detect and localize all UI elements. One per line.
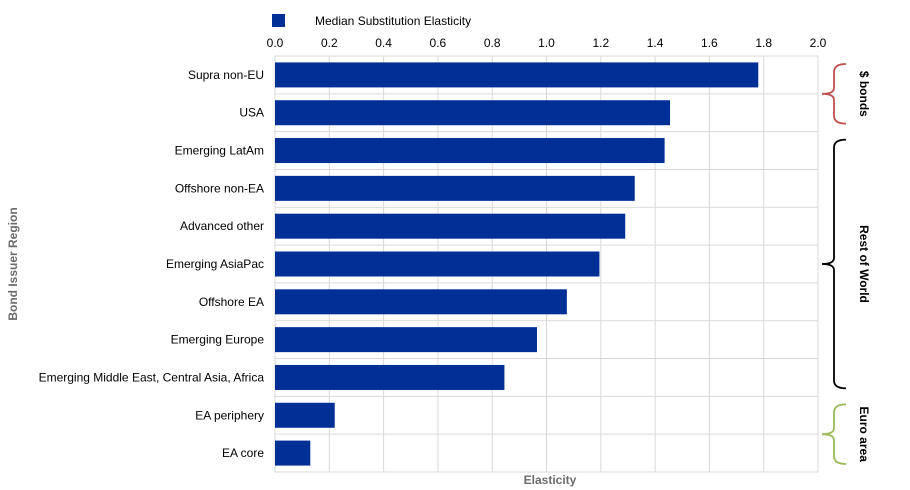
bar — [275, 364, 505, 390]
bar — [275, 62, 759, 88]
x-tick-label: 2.0 — [810, 36, 827, 50]
category-label: Offshore EA — [199, 295, 264, 309]
x-tick-label: 0.4 — [375, 36, 392, 50]
category-label: Offshore non-EA — [175, 181, 264, 195]
x-tick-label: 0.8 — [484, 36, 501, 50]
category-label: Advanced other — [180, 219, 264, 233]
category-labels: Supra non-EU USA Emerging LatAm Offshore no… — [39, 68, 265, 460]
group-label: $ bonds — [857, 71, 871, 117]
gridlines — [274, 55, 819, 473]
x-axis-title: Elasticity — [524, 473, 577, 487]
x-tick-label: 1.0 — [538, 36, 555, 50]
bar — [275, 289, 567, 315]
legend-swatch — [272, 14, 285, 27]
bar — [275, 327, 537, 353]
x-tick-label: 0.2 — [321, 36, 338, 50]
group-label: Rest of World — [857, 225, 871, 303]
category-label: Supra non-EU — [188, 68, 264, 82]
bar — [275, 402, 335, 428]
category-label: EA core — [222, 446, 264, 460]
x-tick-label: 0.6 — [430, 36, 447, 50]
category-label: Emerging Middle East, Central Asia, Afri… — [39, 370, 265, 384]
category-label: Emerging Europe — [171, 333, 265, 347]
x-tick-label: 1.8 — [755, 36, 772, 50]
x-tick-label: 1.6 — [701, 36, 718, 50]
region-group-brackets: $ bonds Rest of World Euro area — [821, 63, 871, 465]
bar — [275, 213, 626, 239]
group-bracket — [821, 138, 847, 390]
legend-label: Median Substitution Elasticity — [315, 14, 471, 28]
group-bracket — [821, 403, 847, 465]
bar — [275, 138, 665, 164]
x-tick-labels: 0.0 0.2 0.4 0.6 0.8 1.0 1.2 1.4 1.6 1.8 2.0 — [267, 36, 827, 50]
y-axis-title: Bond Issuer Region — [6, 207, 20, 320]
group-bracket — [821, 63, 847, 125]
bar — [275, 251, 600, 277]
bar — [275, 440, 311, 466]
category-label: EA periphery — [195, 408, 264, 422]
bars — [275, 62, 759, 466]
legend: Median Substitution Elasticity — [272, 14, 471, 28]
category-label: Emerging AsiaPac — [166, 257, 264, 271]
x-tick-label: 1.2 — [592, 36, 609, 50]
x-tick-label: 0.0 — [267, 36, 284, 50]
group-label: Euro area — [857, 407, 871, 463]
category-label: Emerging LatAm — [175, 144, 264, 158]
category-label: USA — [239, 106, 264, 120]
x-tick-label: 1.4 — [647, 36, 664, 50]
bar — [275, 100, 671, 126]
bar — [275, 175, 635, 201]
